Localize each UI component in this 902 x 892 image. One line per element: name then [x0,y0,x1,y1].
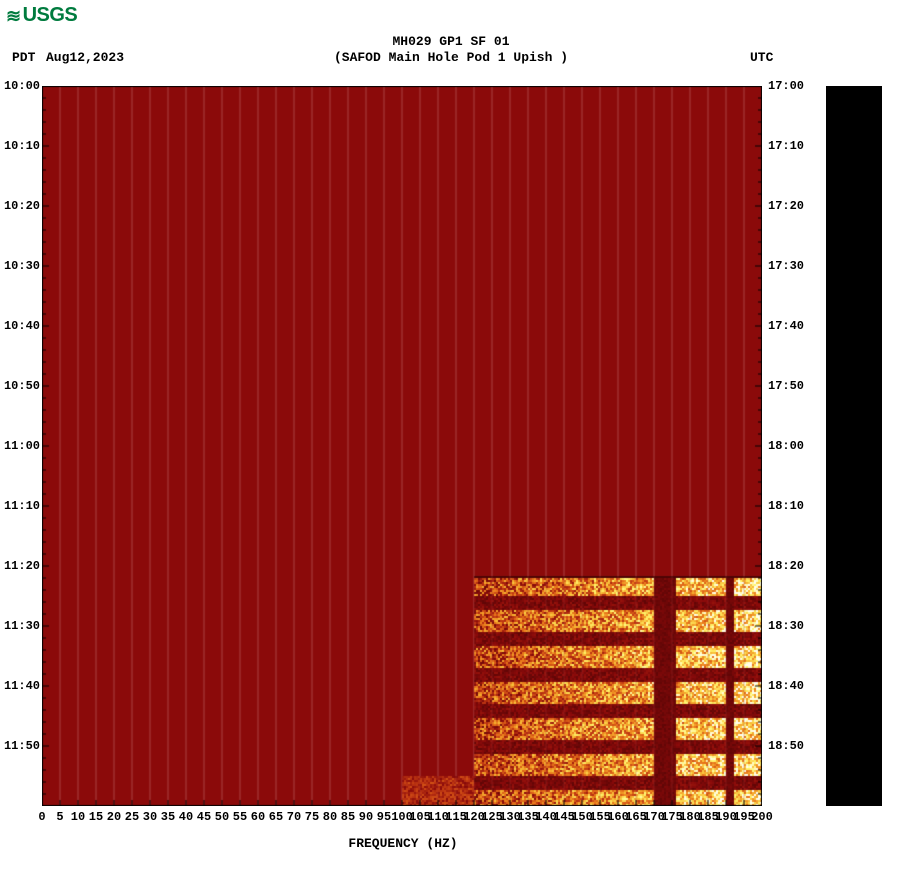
ytick-left: 10:20 [0,200,40,212]
ytick-right: 17:30 [768,260,812,272]
ytick-left: 10:00 [0,80,40,92]
xtick: 75 [305,810,319,824]
colorbar [826,86,882,806]
xtick: 60 [251,810,265,824]
xtick: 45 [197,810,211,824]
ytick-right: 18:50 [768,740,812,752]
xtick: 80 [323,810,337,824]
ytick-right: 18:20 [768,560,812,572]
ytick-left: 10:10 [0,140,40,152]
xtick: 200 [751,810,773,824]
ytick-left: 11:30 [0,620,40,632]
ytick-left: 10:50 [0,380,40,392]
xtick: 95 [377,810,391,824]
xtick: 30 [143,810,157,824]
ytick-left: 11:20 [0,560,40,572]
timezone-left-label: PDT [12,50,35,65]
spectrogram-plot [42,86,762,806]
xtick: 35 [161,810,175,824]
xtick: 70 [287,810,301,824]
chart-title-line1: MH029 GP1 SF 01 [0,34,902,49]
xtick: 90 [359,810,373,824]
xtick: 20 [107,810,121,824]
ytick-right: 18:40 [768,680,812,692]
ytick-left: 11:50 [0,740,40,752]
xtick: 10 [71,810,85,824]
usgs-logo: ≋ USGS [6,4,77,27]
ytick-left: 11:10 [0,500,40,512]
xtick: 25 [125,810,139,824]
ytick-right: 17:50 [768,380,812,392]
xtick: 55 [233,810,247,824]
ytick-left: 10:40 [0,320,40,332]
ytick-right: 18:10 [768,500,812,512]
ytick-right: 17:10 [768,140,812,152]
date-label: Aug12,2023 [46,50,124,65]
spectrogram-canvas [42,86,762,806]
xtick: 65 [269,810,283,824]
xtick: 0 [38,810,45,824]
xtick: 85 [341,810,355,824]
ytick-right: 17:40 [768,320,812,332]
usgs-logo-text: USGS [23,4,78,27]
usgs-wave-icon: ≋ [6,7,21,25]
x-axis-label: FREQUENCY (HZ) [0,836,806,851]
ytick-right: 18:00 [768,440,812,452]
xtick: 5 [56,810,63,824]
ytick-right: 17:00 [768,80,812,92]
ytick-left: 11:00 [0,440,40,452]
ytick-right: 18:30 [768,620,812,632]
ytick-right: 17:20 [768,200,812,212]
xtick: 40 [179,810,193,824]
timezone-right-label: UTC [750,50,773,65]
xtick: 15 [89,810,103,824]
ytick-left: 10:30 [0,260,40,272]
ytick-left: 11:40 [0,680,40,692]
xtick: 50 [215,810,229,824]
